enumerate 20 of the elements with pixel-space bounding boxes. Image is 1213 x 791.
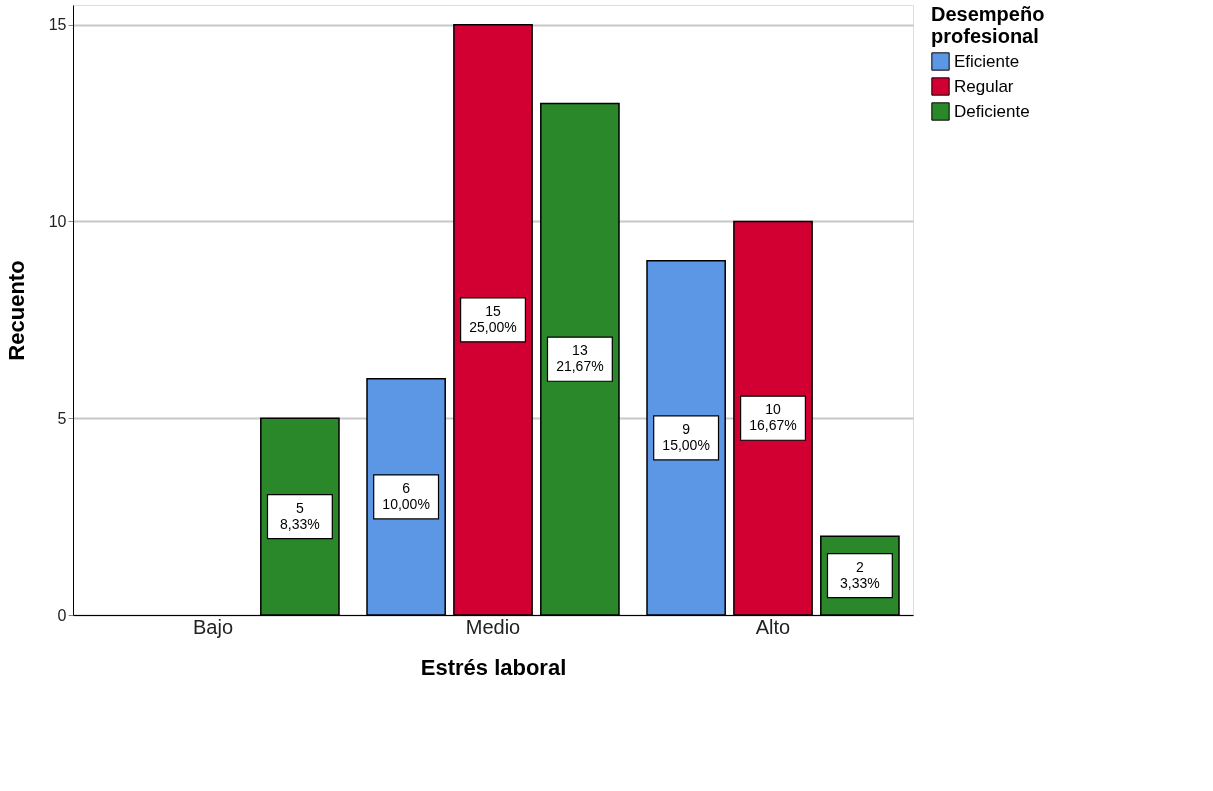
y-tick-label: 0 — [57, 606, 67, 624]
y-tick-label: 10 — [48, 212, 67, 230]
x-axis-title: Estrés laboral — [420, 654, 567, 680]
data-label: 9 15,00% — [662, 420, 710, 453]
y-tick-label: 15 — [48, 16, 67, 34]
x-tick-label: Bajo — [192, 615, 234, 638]
data-label: 10 16,67% — [749, 401, 797, 434]
data-label: 5 8,33% — [280, 499, 320, 532]
data-label: 2 3,33% — [840, 558, 880, 591]
y-axis-title: Recuento — [3, 260, 29, 361]
legend-label: Eficiente — [954, 51, 1020, 71]
legend-label: Regular — [954, 76, 1014, 96]
data-label: 15 25,00% — [469, 302, 517, 335]
legend-title: Desempeño profesional — [931, 3, 1045, 47]
data-label: 6 10,00% — [382, 479, 430, 512]
x-tick-label: Alto — [755, 615, 791, 638]
y-tick-label: 5 — [57, 409, 67, 427]
legend-label: Deficiente — [954, 101, 1030, 121]
data-label: 13 21,67% — [556, 342, 604, 375]
x-tick-label: Medio — [465, 615, 521, 638]
